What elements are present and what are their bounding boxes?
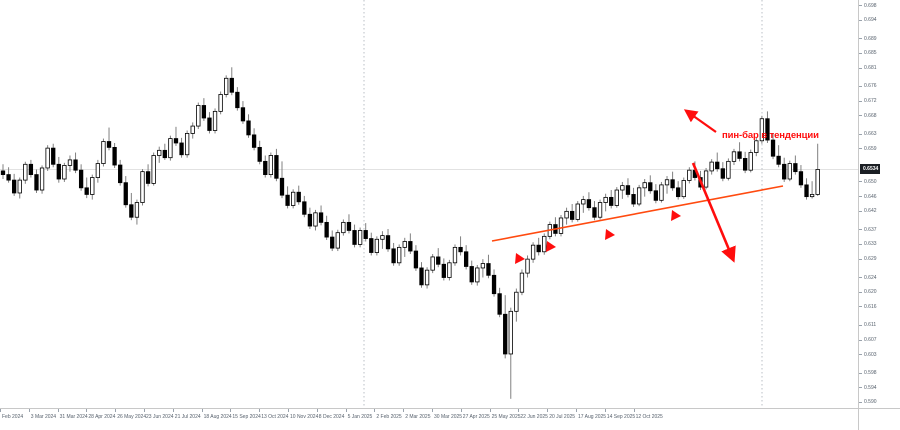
annotation-layer: [491, 109, 784, 264]
price-axis[interactable]: 0.6534 0.698 0.694 0.689 0.685 0.681 0.676 0.6…: [858, 0, 900, 408]
price-tick: 0.676: [859, 81, 877, 91]
date-tick: 18 Aug 2024: [201, 409, 232, 420]
date-tick: 21 Jul 2024: [172, 409, 201, 420]
gridlines-layer: [0, 0, 858, 408]
price-tick: 0.646: [859, 192, 877, 202]
date-tick: 25 May 2025: [489, 409, 521, 420]
price-tick: 0.698: [859, 1, 877, 11]
price-tick: 0.620: [859, 287, 877, 297]
date-tick: 14 Sep 2025: [604, 409, 636, 420]
date-tick: Feb 2024: [0, 409, 24, 420]
current-price-badge: 0.6534: [860, 164, 881, 175]
date-tick: 2 Feb 2025: [374, 409, 402, 420]
date-tick: 17 Aug 2025: [575, 409, 607, 420]
date-tick: 5 Jan 2025: [345, 409, 373, 420]
date-tick: 12 Oct 2025: [633, 409, 663, 420]
date-tick: 8 Dec 2024: [316, 409, 345, 420]
price-tick: 0.594: [859, 383, 877, 393]
price-tick: 0.685: [859, 48, 877, 58]
date-tick: 23 Jun 2024: [144, 409, 174, 420]
bearish-direction-arrow: [691, 162, 736, 263]
price-tick: 0.624: [859, 273, 877, 283]
trendline-touch-arrow: [605, 229, 615, 240]
date-tick: 26 May 2024: [115, 409, 147, 420]
price-tick: 0.642: [859, 206, 877, 216]
date-tick: 22 Jun 2025: [518, 409, 548, 420]
date-tick: 30 Mar 2025: [431, 409, 463, 420]
price-tick: 0.616: [859, 302, 877, 312]
price-tick: 0.637: [859, 225, 877, 235]
price-tick: 0.689: [859, 34, 877, 44]
date-tick: 2 Mar 2025: [403, 409, 431, 420]
chart-plot-area[interactable]: пин-бар в тенденции: [0, 0, 858, 408]
label-pointer-arrow: [683, 109, 717, 133]
price-tick: 0.681: [859, 63, 877, 73]
price-tick: 0.650: [859, 177, 877, 187]
date-tick: 15 Sep 2024: [230, 409, 261, 420]
price-tick: 0.611: [859, 320, 876, 330]
price-tick: 0.603: [859, 350, 877, 360]
pin-bar-annotation-label: пин-бар в тенденции: [722, 130, 819, 141]
price-tick: 0.598: [859, 368, 877, 378]
price-tick: 0.590: [859, 397, 877, 407]
price-tick: 0.663: [859, 129, 877, 139]
date-tick: 13 Oct 2024: [259, 409, 289, 420]
trendline-touch-arrow: [671, 210, 681, 221]
price-tick: 0.659: [859, 144, 877, 154]
date-tick: 28 Apr 2024: [86, 409, 116, 420]
date-axis[interactable]: Feb 2024 3 Mar 2024 31 Mar 2024 28 Apr 2024…: [0, 408, 858, 430]
axis-corner: [858, 408, 900, 430]
chart-canvas: [0, 0, 858, 408]
price-tick: 0.607: [859, 335, 877, 345]
date-tick: 20 Jul 2025: [547, 409, 576, 420]
price-tick: 0.633: [859, 239, 877, 249]
date-tick: 10 Nov 2024: [287, 409, 319, 420]
price-tick: 0.694: [859, 15, 877, 25]
price-tick: 0.672: [859, 96, 877, 106]
date-tick: 27 Apr 2025: [460, 409, 490, 420]
date-tick: 31 Mar 2024: [57, 409, 88, 420]
date-tick: 3 Mar 2024: [28, 409, 57, 420]
price-tick: 0.668: [859, 111, 877, 121]
price-tick: 0.629: [859, 254, 877, 264]
candles-layer: [0, 67, 820, 399]
trendline-touch-arrow: [515, 253, 525, 264]
trendline-touch-arrow: [546, 241, 556, 252]
